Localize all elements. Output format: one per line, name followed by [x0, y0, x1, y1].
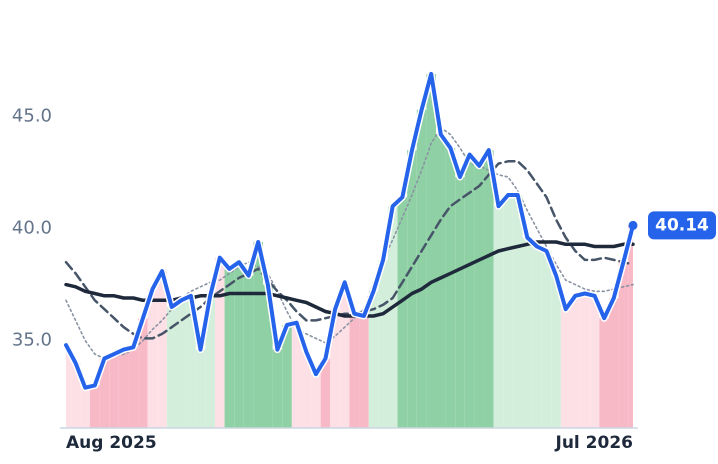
area-block [608, 298, 619, 428]
area-block [147, 289, 158, 428]
area-block [397, 197, 408, 428]
area-block [157, 271, 167, 428]
area-block [599, 318, 609, 428]
average-line [64, 160, 635, 340]
area-block [166, 306, 177, 428]
area-block [455, 177, 465, 428]
area-block [224, 268, 235, 428]
area-block [138, 318, 148, 428]
area-block [339, 282, 350, 428]
area-block [128, 347, 139, 428]
area-block [99, 358, 110, 428]
last-point [628, 220, 638, 230]
y-tick-label: 40.0 [12, 218, 52, 239]
area-block [195, 349, 206, 428]
area-block [560, 309, 571, 428]
area-block [445, 147, 456, 428]
area-block [359, 315, 369, 428]
y-tick-label: 45.0 [12, 106, 52, 127]
value-badge [648, 211, 716, 240]
area-block [368, 291, 379, 428]
area-block [109, 354, 119, 428]
area-block [186, 295, 196, 428]
average-line [64, 240, 635, 318]
area-block [320, 358, 331, 428]
area-block [493, 206, 504, 428]
area-block [416, 109, 427, 428]
x-tick-label: Jul 2026 [555, 433, 634, 453]
area-block [272, 349, 283, 428]
area-block [474, 165, 485, 428]
area-block [407, 150, 417, 429]
area-block [484, 150, 494, 429]
area-block [176, 300, 187, 428]
area-block [311, 374, 321, 428]
area-block [253, 242, 264, 428]
area-block [426, 73, 436, 429]
area-block [214, 257, 225, 428]
area-block [378, 259, 388, 428]
area-block [301, 351, 312, 428]
area-block [551, 275, 561, 428]
area-block [464, 154, 475, 428]
area-block [618, 262, 629, 428]
area-block [66, 345, 71, 428]
area-block [435, 134, 446, 428]
area-block [70, 363, 81, 428]
area-block [80, 387, 91, 428]
area-block [580, 293, 590, 428]
average-line [65, 126, 634, 360]
area-block [90, 385, 100, 428]
area-block [349, 313, 360, 428]
area-block [263, 284, 273, 428]
area-block [118, 349, 129, 428]
area-block [589, 295, 600, 428]
area-block [532, 246, 542, 428]
area-block [628, 225, 633, 428]
area-block [282, 324, 292, 428]
area-block [541, 250, 552, 428]
area-block [512, 194, 523, 428]
area-block [522, 237, 533, 428]
y-tick-label: 35.0 [12, 330, 52, 351]
area-block [387, 206, 398, 428]
area-block [234, 262, 244, 428]
area-block [243, 275, 254, 428]
area-block [570, 295, 581, 428]
area-block [291, 322, 302, 428]
area-block [330, 309, 340, 428]
area-block [503, 194, 513, 428]
value-label: 40.14 [655, 215, 709, 235]
area-block [205, 295, 215, 428]
price-line [64, 71, 635, 390]
x-tick-label: Aug 2025 [66, 433, 157, 453]
